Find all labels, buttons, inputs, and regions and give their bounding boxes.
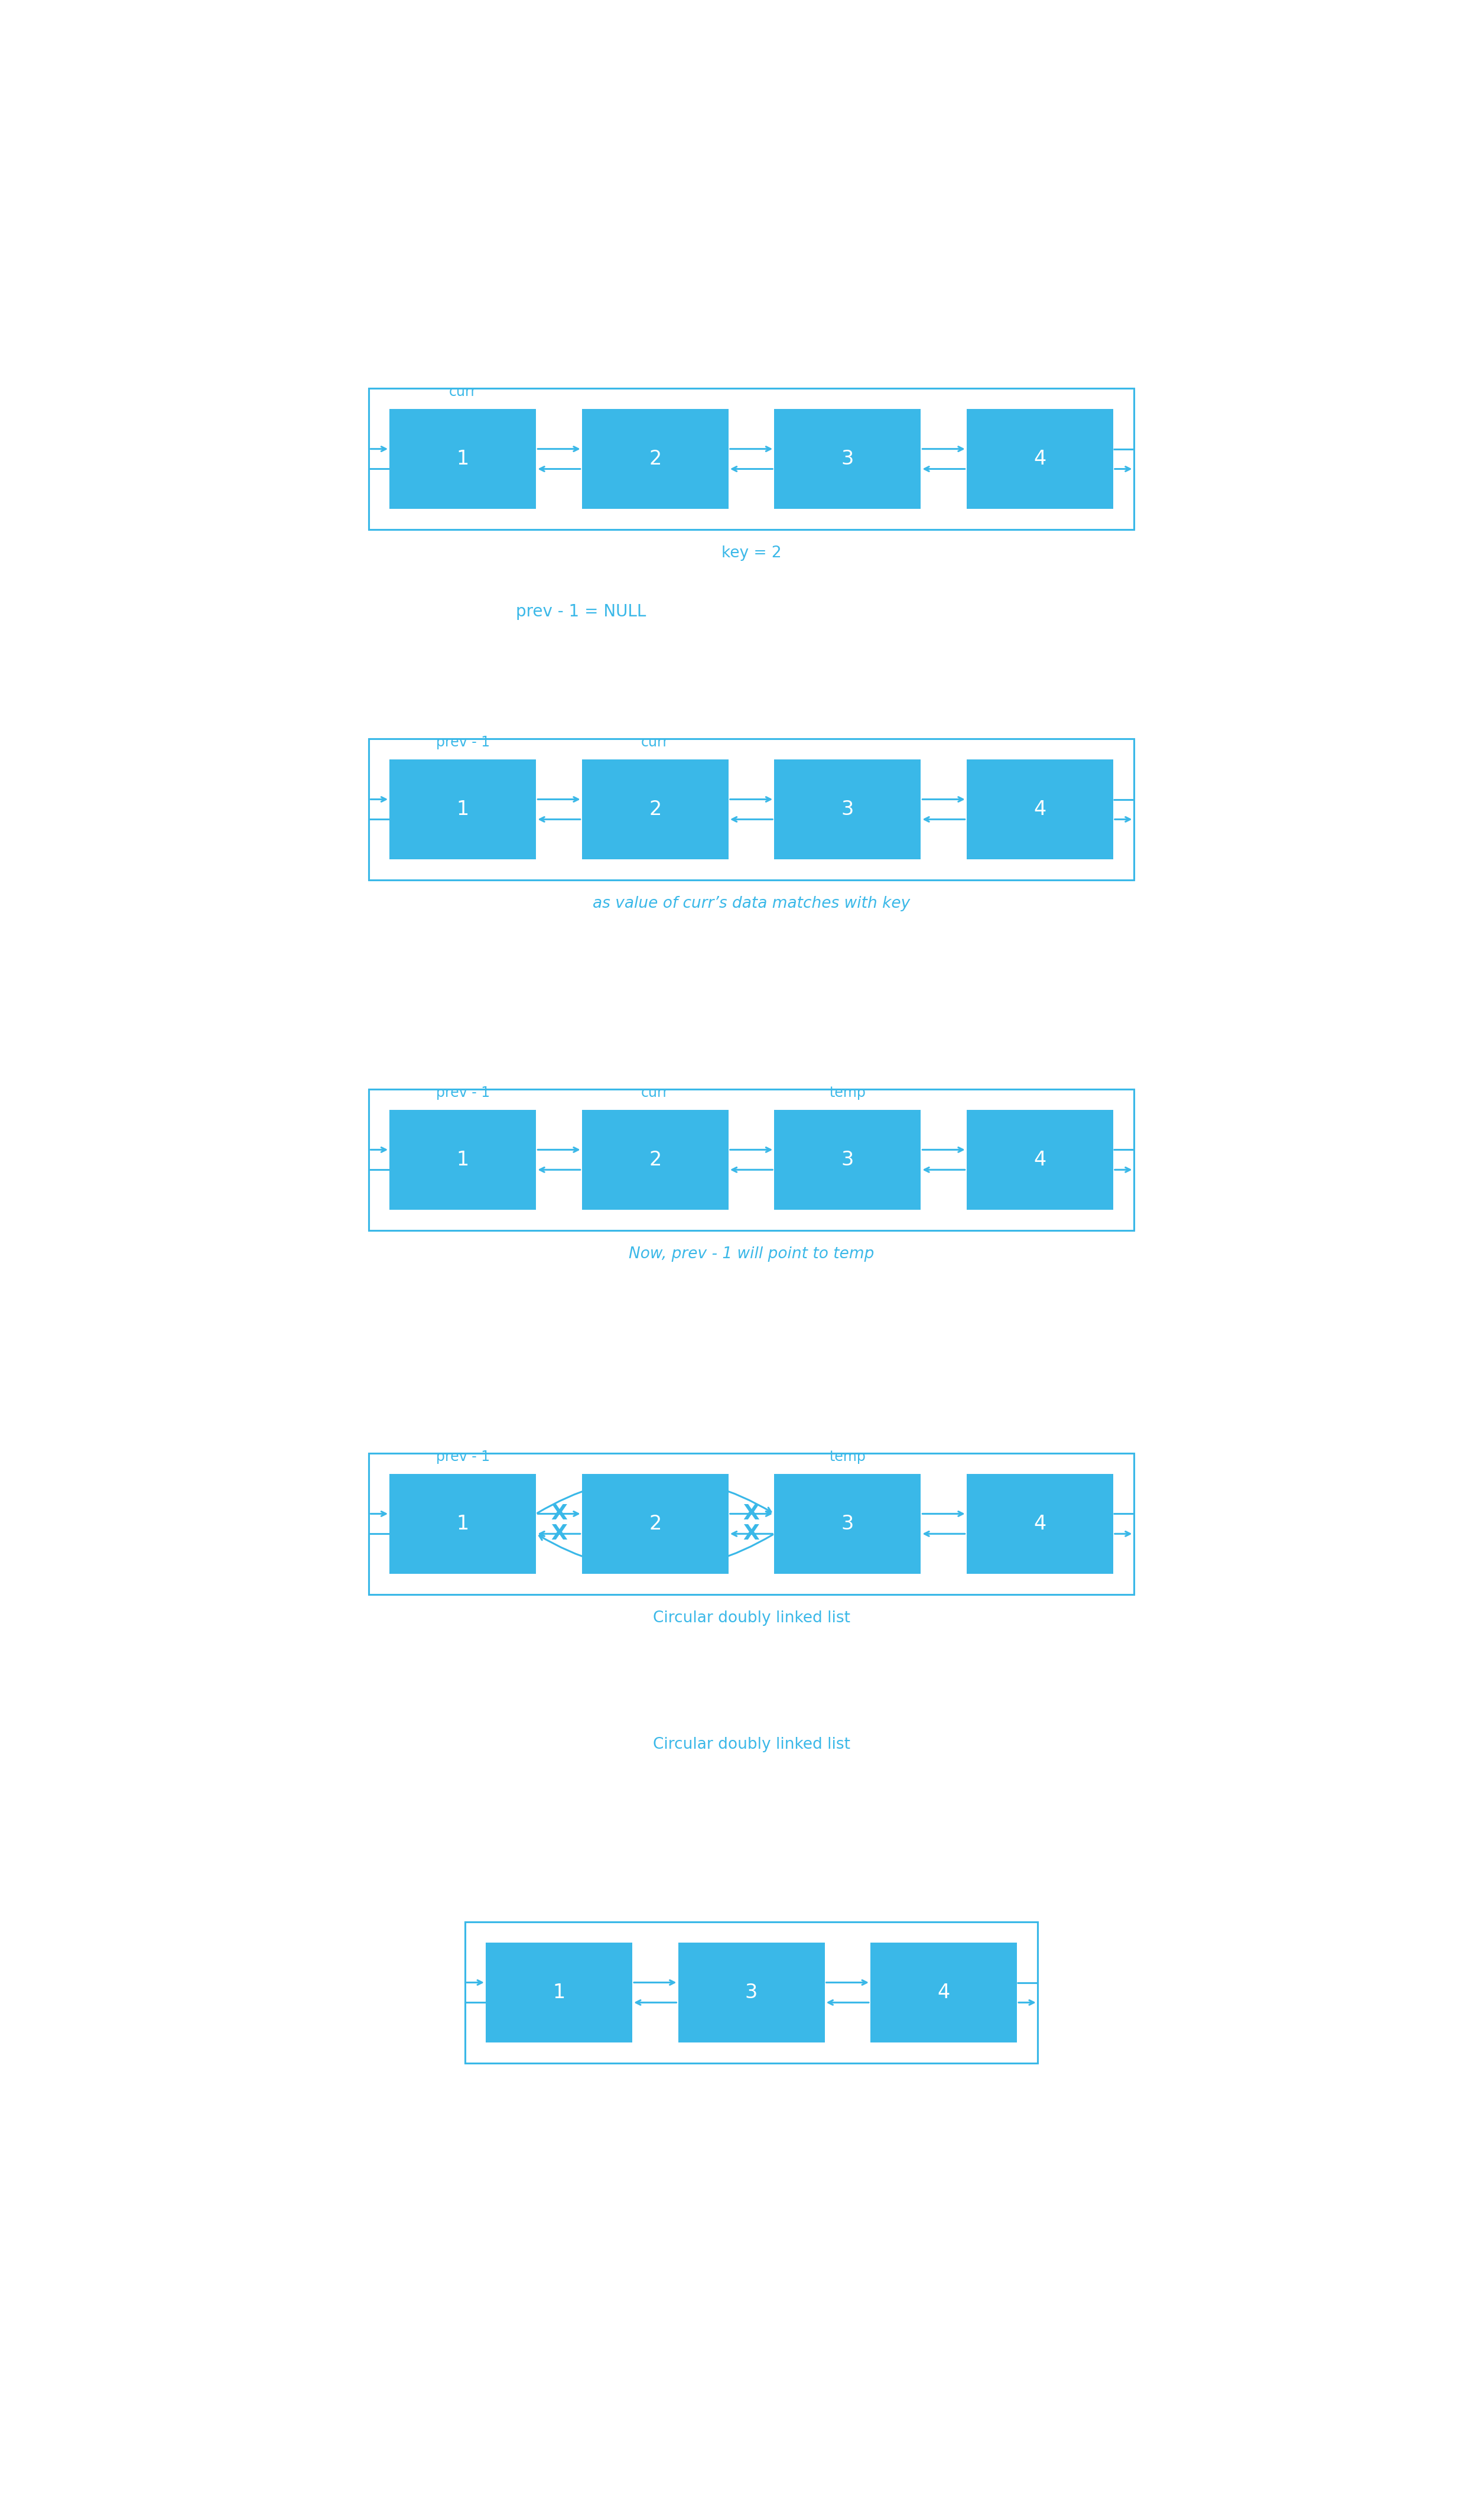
- FancyBboxPatch shape: [582, 1474, 729, 1575]
- Text: 3: 3: [841, 449, 853, 469]
- Text: Now, prev - 1 will point to temp: Now, prev - 1 will point to temp: [629, 1247, 874, 1263]
- FancyBboxPatch shape: [390, 759, 537, 859]
- FancyBboxPatch shape: [582, 759, 729, 859]
- Text: 1: 1: [456, 1149, 469, 1169]
- FancyBboxPatch shape: [390, 1474, 537, 1575]
- Text: X: X: [551, 1504, 567, 1525]
- Text: X: X: [743, 1504, 759, 1525]
- Text: 3: 3: [841, 799, 853, 819]
- Text: 3: 3: [745, 1983, 758, 2003]
- FancyBboxPatch shape: [582, 408, 729, 509]
- Text: 3: 3: [841, 1515, 853, 1535]
- Text: prev - 1 = NULL: prev - 1 = NULL: [516, 602, 647, 620]
- FancyBboxPatch shape: [871, 1943, 1017, 2044]
- Text: curr: curr: [449, 386, 476, 398]
- Text: 2: 2: [649, 1515, 661, 1535]
- Text: 4: 4: [1034, 1149, 1047, 1169]
- FancyBboxPatch shape: [966, 408, 1113, 509]
- Text: 1: 1: [456, 1515, 469, 1535]
- FancyBboxPatch shape: [774, 1109, 921, 1210]
- Text: 2: 2: [649, 1149, 661, 1169]
- Text: prev - 1: prev - 1: [435, 1086, 490, 1099]
- FancyBboxPatch shape: [679, 1943, 824, 2044]
- Text: curr: curr: [641, 1086, 668, 1099]
- Text: 2: 2: [649, 799, 661, 819]
- Text: Circular doubly linked list: Circular doubly linked list: [652, 1610, 850, 1625]
- Text: 2: 2: [649, 449, 661, 469]
- Text: Circular doubly linked list: Circular doubly linked list: [652, 1736, 850, 1751]
- Text: as value of curr’s data matches with key: as value of curr’s data matches with key: [592, 895, 910, 912]
- Text: 4: 4: [1034, 799, 1047, 819]
- FancyBboxPatch shape: [390, 1109, 537, 1210]
- Text: 3: 3: [841, 1149, 853, 1169]
- Text: 1: 1: [456, 449, 469, 469]
- Text: prev - 1: prev - 1: [435, 736, 490, 748]
- FancyBboxPatch shape: [582, 1109, 729, 1210]
- Text: 1: 1: [456, 799, 469, 819]
- FancyBboxPatch shape: [390, 408, 537, 509]
- Text: prev - 1: prev - 1: [435, 1449, 490, 1464]
- Text: X: X: [743, 1525, 759, 1545]
- Text: temp: temp: [830, 1086, 866, 1099]
- Text: 4: 4: [1034, 1515, 1047, 1535]
- FancyBboxPatch shape: [966, 1109, 1113, 1210]
- FancyBboxPatch shape: [774, 408, 921, 509]
- FancyBboxPatch shape: [774, 759, 921, 859]
- Text: 1: 1: [553, 1983, 566, 2003]
- Text: 4: 4: [937, 1983, 950, 2003]
- FancyBboxPatch shape: [485, 1943, 632, 2044]
- Text: key = 2: key = 2: [721, 544, 781, 562]
- FancyBboxPatch shape: [774, 1474, 921, 1575]
- Text: 4: 4: [1034, 449, 1047, 469]
- FancyBboxPatch shape: [966, 1474, 1113, 1575]
- Text: X: X: [551, 1525, 567, 1545]
- Text: temp: temp: [830, 1449, 866, 1464]
- FancyBboxPatch shape: [966, 759, 1113, 859]
- Text: curr: curr: [641, 736, 668, 748]
